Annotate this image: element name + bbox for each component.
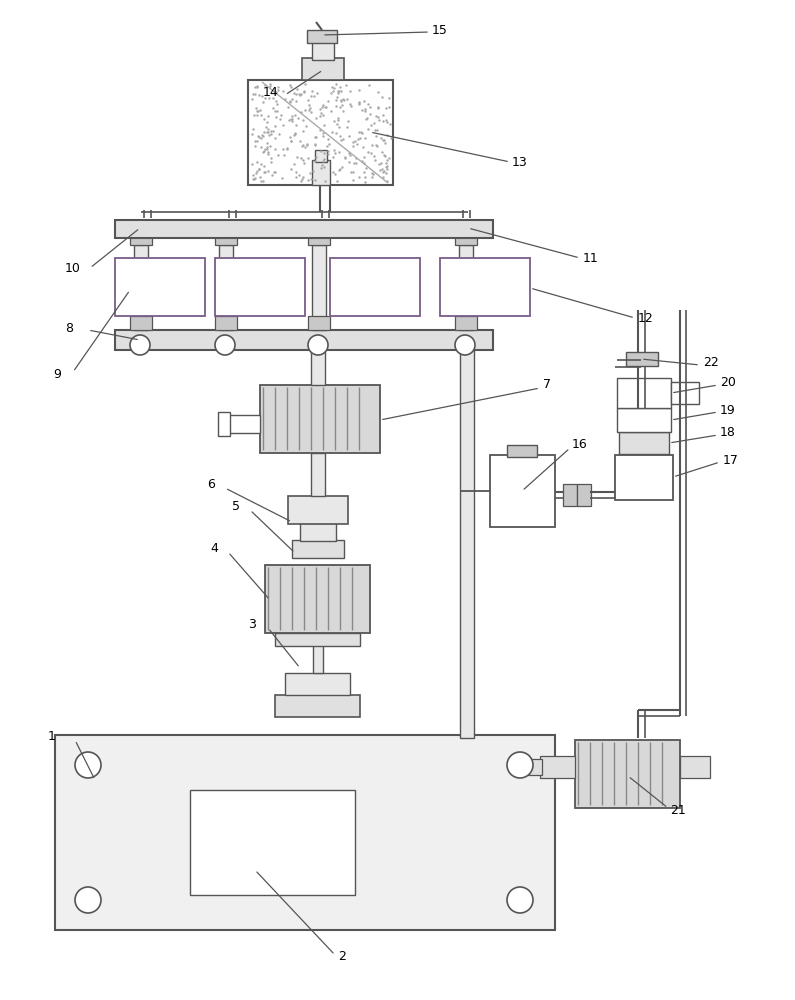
Bar [248,80,393,185]
Text: 4: 4 [210,542,218,556]
Circle shape [455,335,475,355]
Bar [577,484,591,506]
Text: 17: 17 [723,454,739,466]
Bar [134,245,148,330]
Bar [288,496,348,524]
Bar [130,231,152,245]
Circle shape [215,335,235,355]
Bar [285,673,350,695]
Bar [55,735,555,930]
Text: 19: 19 [720,403,735,416]
Text: 10: 10 [65,261,81,274]
Bar [190,790,355,895]
Text: 13: 13 [512,155,528,168]
Bar [490,455,555,527]
Bar [312,245,326,330]
Bar [615,455,673,500]
Bar [617,408,671,432]
Bar [228,415,260,433]
Circle shape [75,752,101,778]
Text: 9: 9 [53,368,61,381]
Bar [312,160,330,185]
Text: 22: 22 [703,357,719,369]
Text: 6: 6 [207,479,215,491]
Bar [307,30,337,43]
Bar [311,453,325,496]
Bar [265,565,370,633]
Bar [311,350,325,385]
Text: 21: 21 [670,804,686,816]
Text: 1: 1 [48,730,56,744]
Bar [460,350,474,738]
Bar [115,220,493,238]
Bar [292,540,344,558]
Circle shape [308,335,328,355]
Bar [459,245,473,330]
Bar [275,633,360,646]
Bar [617,378,671,408]
Bar [575,740,680,808]
Text: 7: 7 [543,378,551,391]
Bar [300,523,336,541]
Bar [671,382,699,404]
Text: 12: 12 [638,312,653,324]
Bar [215,258,305,316]
Bar [308,231,330,245]
Bar [275,695,360,717]
Bar [680,756,710,778]
Circle shape [75,887,101,913]
Bar [312,42,334,60]
Bar [520,759,542,775]
Text: 11: 11 [583,251,599,264]
Bar [215,316,237,330]
Bar [455,231,477,245]
Text: 8: 8 [65,322,73,334]
Text: 20: 20 [720,376,736,389]
Bar [302,58,344,80]
Text: 16: 16 [572,438,588,452]
Bar [315,150,327,162]
Bar [440,258,530,316]
Text: 14: 14 [263,87,279,100]
Bar [313,645,323,673]
Bar [219,245,233,330]
Bar [115,330,493,350]
Bar [330,258,420,316]
Circle shape [507,887,533,913]
Bar [507,445,537,457]
Bar [619,432,669,454]
Circle shape [130,335,150,355]
Bar [563,484,577,506]
Bar [260,385,380,453]
Bar [308,316,330,330]
Bar [218,412,230,436]
Bar [455,316,477,330]
Bar [215,231,237,245]
Bar [540,756,575,778]
Circle shape [507,752,533,778]
Bar [130,316,152,330]
Bar [115,258,205,316]
Text: 18: 18 [720,426,736,440]
Text: 2: 2 [338,950,346,964]
Text: 15: 15 [432,23,448,36]
Bar [626,352,658,366]
Text: 5: 5 [232,500,240,514]
Text: 3: 3 [248,618,256,632]
